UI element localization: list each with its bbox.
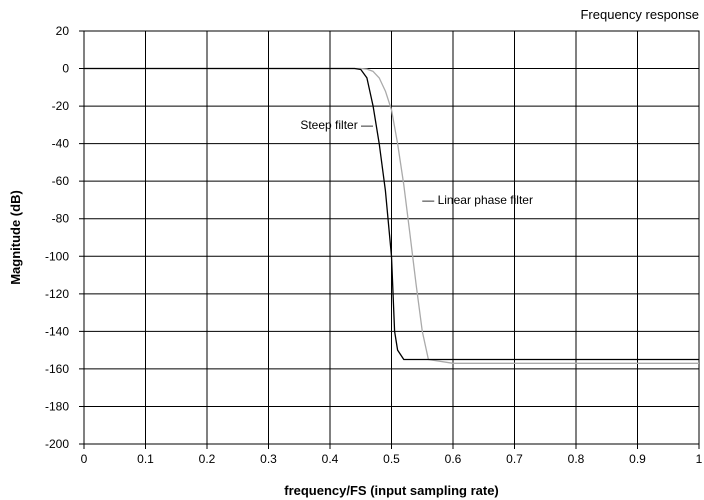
y-tick-label: -40 bbox=[52, 137, 70, 151]
x-tick-label: 0.6 bbox=[445, 452, 462, 466]
x-tick-label: 0.7 bbox=[506, 452, 523, 466]
y-tick-label: 0 bbox=[62, 62, 69, 76]
y-tick-label: 20 bbox=[56, 24, 70, 38]
annotation-label: — Linear phase filter bbox=[422, 193, 533, 207]
y-tick-label: -100 bbox=[45, 249, 69, 263]
series-group bbox=[84, 67, 699, 364]
x-tick-label: 0 bbox=[81, 452, 88, 466]
x-tick-label: 0.5 bbox=[383, 452, 400, 466]
y-tick-label: -60 bbox=[52, 174, 70, 188]
annotation-label: Steep filter — bbox=[300, 118, 373, 132]
x-axis-title: frequency/FS (input sampling rate) bbox=[284, 483, 499, 498]
x-tick-label: 0.9 bbox=[629, 452, 646, 466]
x-tick-label: 0.4 bbox=[322, 452, 339, 466]
y-tick-label: -120 bbox=[45, 287, 69, 301]
y-tick-label: -140 bbox=[45, 324, 69, 338]
series-line-1 bbox=[84, 67, 699, 364]
y-tick-label: -180 bbox=[45, 399, 69, 413]
tick-labels: 0 0.1 0.2 0.3 0.4 0.5 0.6 0.7 0.8 0.9 1 20 0 -20 -40 -6… bbox=[45, 24, 703, 466]
y-tick-label: -80 bbox=[52, 212, 70, 226]
x-tick-label: 0.8 bbox=[568, 452, 585, 466]
chart-title: Frequency response bbox=[580, 7, 699, 22]
x-tick-label: 0.3 bbox=[260, 452, 277, 466]
series-line-0 bbox=[84, 67, 699, 361]
x-tick-label: 0.2 bbox=[199, 452, 216, 466]
grid bbox=[79, 30, 700, 449]
x-tick-label: 0.1 bbox=[137, 452, 154, 466]
plot-frame bbox=[83, 30, 700, 445]
y-axis-title: Magnitude (dB) bbox=[8, 190, 23, 285]
y-tick-label: -200 bbox=[45, 437, 69, 451]
annotations: Steep filter — — Linear phase filter bbox=[300, 118, 533, 207]
x-tick-label: 1 bbox=[696, 452, 703, 466]
y-tick-label: -160 bbox=[45, 362, 69, 376]
y-tick-label: -20 bbox=[52, 99, 70, 113]
